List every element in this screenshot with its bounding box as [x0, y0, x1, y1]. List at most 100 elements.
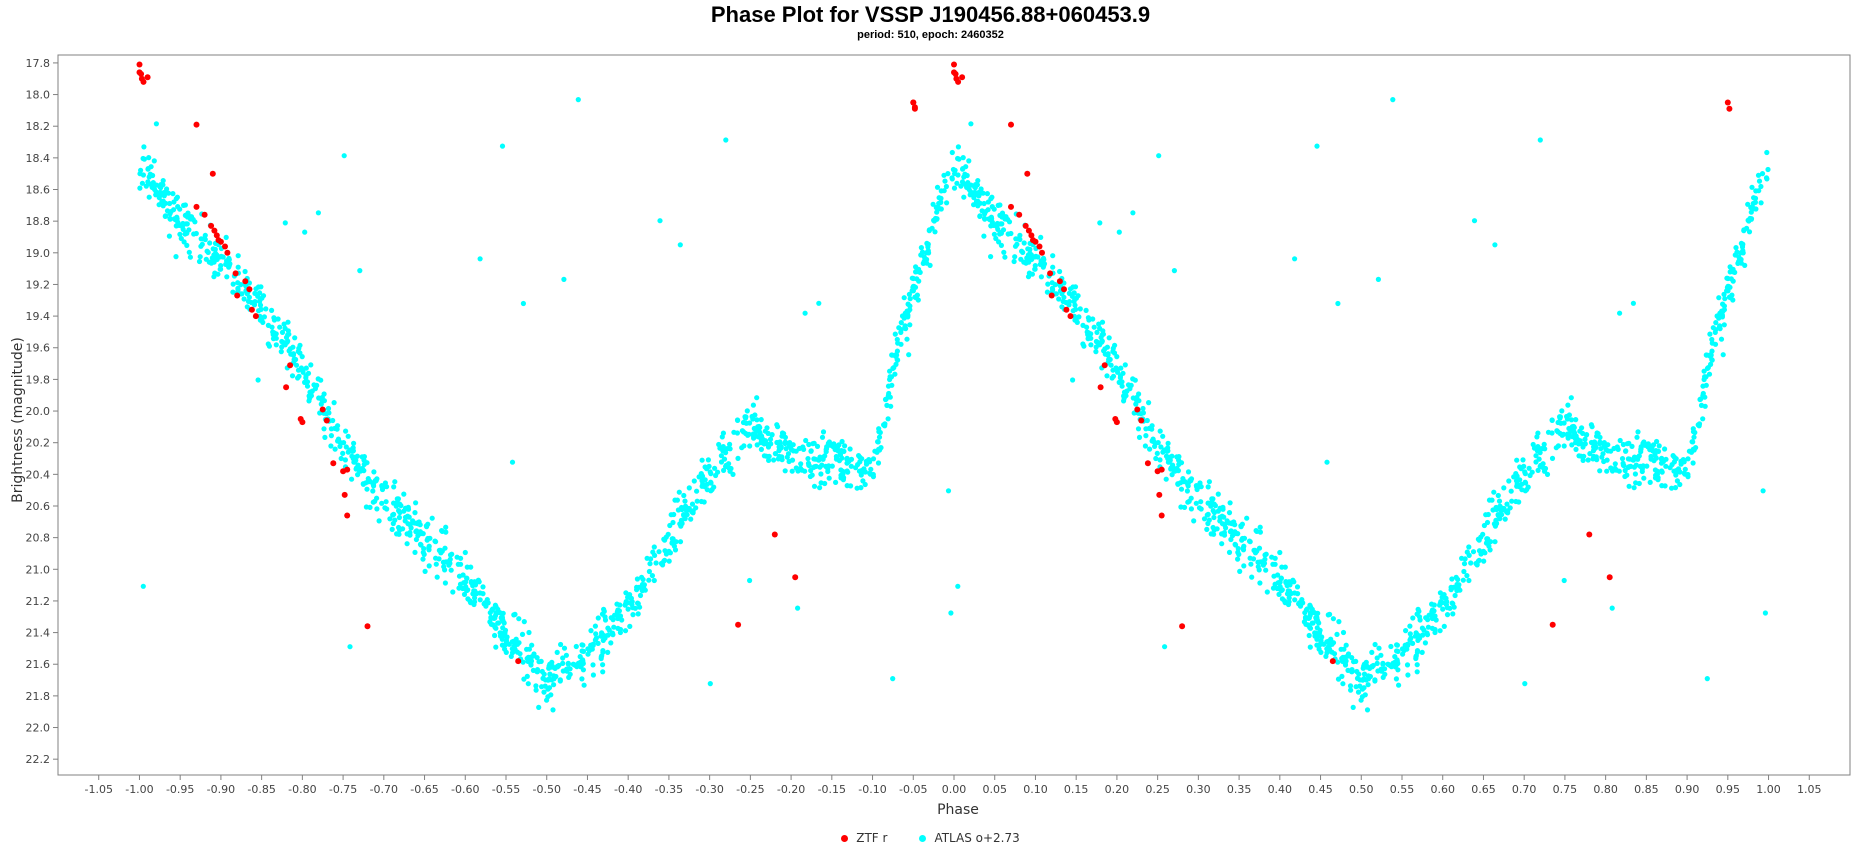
- atlas-point: [1355, 689, 1362, 695]
- atlas-point: [1751, 206, 1757, 212]
- atlas-point: [822, 453, 828, 459]
- atlas-point: [934, 209, 940, 215]
- atlas-point: [1374, 655, 1380, 661]
- atlas-point: [1707, 331, 1713, 337]
- atlas-point: [1674, 478, 1680, 484]
- atlas-point: [813, 463, 819, 469]
- atlas-point: [1257, 524, 1263, 530]
- atlas-point: [1700, 416, 1706, 422]
- atlas-point: [1282, 564, 1288, 570]
- atlas-point: [291, 357, 297, 363]
- x-tick-label: 0.60: [1430, 783, 1455, 796]
- atlas-point: [907, 303, 913, 309]
- atlas-point: [1468, 560, 1474, 566]
- atlas-point: [1555, 443, 1561, 449]
- atlas-point: [1635, 429, 1641, 435]
- atlas-point: [884, 402, 890, 408]
- atlas-point: [1073, 306, 1079, 312]
- atlas-point: [1396, 682, 1402, 688]
- ztf-point: [1024, 170, 1031, 177]
- atlas-point: [541, 689, 547, 695]
- atlas-point: [239, 291, 245, 297]
- atlas-point: [610, 617, 616, 623]
- atlas-point: [1422, 640, 1428, 646]
- atlas-point: [955, 144, 962, 150]
- atlas-point: [1424, 632, 1431, 638]
- atlas-point: [1709, 357, 1715, 363]
- atlas-point: [910, 288, 917, 294]
- atlas-point: [1559, 408, 1565, 414]
- atlas-point: [191, 231, 197, 237]
- ztf-point: [1606, 574, 1613, 581]
- atlas-point: [391, 484, 397, 490]
- atlas-point: [1110, 367, 1116, 373]
- atlas-point: [1533, 453, 1539, 459]
- atlas-point: [512, 646, 518, 652]
- ztf-point: [1061, 286, 1067, 293]
- atlas-point: [387, 516, 393, 522]
- atlas-point: [1702, 374, 1708, 380]
- atlas-point: [1176, 461, 1182, 467]
- atlas-point: [890, 676, 896, 682]
- atlas-point: [1600, 451, 1606, 457]
- atlas-point: [1481, 522, 1487, 529]
- ztf-point: [211, 227, 218, 234]
- atlas-point: [519, 631, 526, 638]
- atlas-point: [492, 632, 498, 639]
- atlas-point: [660, 562, 666, 568]
- atlas-point: [1565, 402, 1571, 408]
- atlas-point: [1405, 672, 1411, 678]
- atlas-point: [447, 560, 453, 566]
- atlas-point: [1622, 467, 1628, 474]
- atlas-point: [913, 264, 919, 270]
- atlas-point: [811, 440, 817, 446]
- atlas-point: [906, 291, 913, 297]
- atlas-point: [1086, 317, 1092, 323]
- atlas-point: [137, 185, 143, 191]
- atlas-point: [480, 584, 486, 590]
- atlas-point: [401, 508, 407, 514]
- atlas-point: [1350, 704, 1356, 711]
- atlas-point: [974, 182, 981, 188]
- atlas-point: [1351, 659, 1357, 665]
- atlas-point: [889, 382, 895, 388]
- atlas-point: [887, 374, 893, 380]
- atlas-point: [1617, 437, 1623, 444]
- atlas-point: [1736, 259, 1742, 265]
- atlas-point: [975, 198, 981, 204]
- atlas-point: [1626, 483, 1632, 489]
- atlas-point: [686, 485, 692, 491]
- atlas-point: [421, 546, 427, 552]
- atlas-point: [230, 281, 236, 287]
- atlas-point: [931, 218, 937, 224]
- atlas-point: [170, 191, 176, 197]
- atlas-point: [694, 488, 700, 494]
- ztf-point: [246, 286, 253, 293]
- atlas-point: [894, 336, 900, 343]
- atlas-point: [765, 444, 772, 450]
- atlas-point: [592, 623, 599, 629]
- atlas-point: [909, 275, 915, 281]
- atlas-point: [1083, 307, 1089, 313]
- atlas-point: [889, 352, 895, 358]
- atlas-point: [146, 174, 152, 180]
- atlas-point: [672, 547, 679, 553]
- atlas-point: [1247, 539, 1253, 545]
- atlas-point: [1374, 660, 1380, 667]
- x-tick-label: 0.25: [1145, 783, 1170, 796]
- atlas-point: [199, 241, 205, 247]
- atlas-point: [1338, 646, 1344, 652]
- atlas-point: [1314, 143, 1320, 149]
- atlas-point: [1235, 546, 1241, 552]
- atlas-point: [184, 214, 191, 220]
- ztf-point: [201, 211, 208, 218]
- atlas-point: [1066, 302, 1072, 308]
- atlas-point: [1029, 256, 1035, 262]
- atlas-point: [981, 233, 987, 239]
- atlas-point: [1276, 591, 1282, 598]
- atlas-point: [1758, 183, 1764, 190]
- x-tick-label: -0.35: [655, 783, 683, 796]
- atlas-point: [1407, 623, 1413, 629]
- atlas-point: [561, 276, 567, 282]
- atlas-point: [1121, 398, 1127, 404]
